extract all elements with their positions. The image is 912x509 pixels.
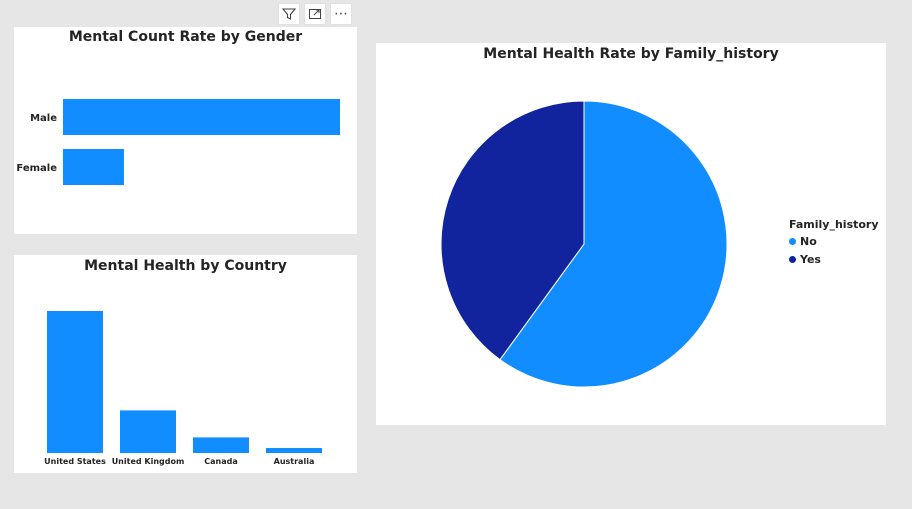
category-label-female: Female — [16, 163, 57, 174]
legend-label-yes: Yes — [800, 253, 821, 266]
bar-canada[interactable] — [193, 437, 249, 453]
visual-header-toolbar: ⋯ — [278, 3, 352, 27]
bar-male[interactable] — [63, 99, 340, 135]
country-bar-chart: United States United Kingdom Canada Austral… — [44, 311, 322, 466]
gender-chart-title: Mental Count Rate by Gender — [68, 29, 303, 45]
legend-item-no[interactable]: No — [789, 235, 879, 248]
category-label-male: Male — [30, 113, 57, 124]
family-history-chart-title: Mental Health Rate by Family_history — [483, 46, 779, 62]
family-history-chart-card[interactable]: Mental Health Rate by Family_history — [376, 43, 886, 425]
legend-item-yes[interactable]: Yes — [789, 253, 879, 266]
bar-united-states[interactable] — [47, 311, 103, 453]
more-options-button[interactable]: ⋯ — [330, 3, 352, 25]
country-chart-card[interactable]: Mental Health by Country United States Un… — [14, 255, 357, 473]
more-options-icon: ⋯ — [334, 6, 348, 22]
focus-mode-button[interactable] — [304, 3, 326, 25]
category-label-united-states: United States — [44, 457, 106, 466]
filter-icon — [281, 8, 297, 20]
focus-mode-icon — [309, 9, 321, 19]
category-label-united-kingdom: United Kingdom — [112, 457, 185, 466]
legend-dot-yes — [789, 256, 796, 263]
category-label-canada: Canada — [204, 457, 238, 466]
legend-label-no: No — [800, 235, 817, 248]
legend-dot-no — [789, 238, 796, 245]
family-history-pie-chart — [440, 100, 728, 388]
legend-title: Family_history — [789, 218, 879, 231]
bar-female[interactable] — [63, 149, 124, 185]
bar-united-kingdom[interactable] — [120, 410, 176, 453]
pie-slice-no[interactable] — [499, 100, 728, 388]
country-chart-title: Mental Health by Country — [84, 258, 287, 274]
gender-bar-chart: Male Female — [16, 99, 340, 185]
gender-chart-card[interactable]: Mental Count Rate by Gender Male Female — [14, 27, 357, 234]
pie-slice-yes[interactable] — [440, 100, 585, 361]
filter-button[interactable] — [278, 3, 300, 25]
category-label-australia: Australia — [274, 457, 315, 466]
bar-australia[interactable] — [266, 448, 322, 453]
family-history-legend: Family_history No Yes — [789, 218, 879, 271]
